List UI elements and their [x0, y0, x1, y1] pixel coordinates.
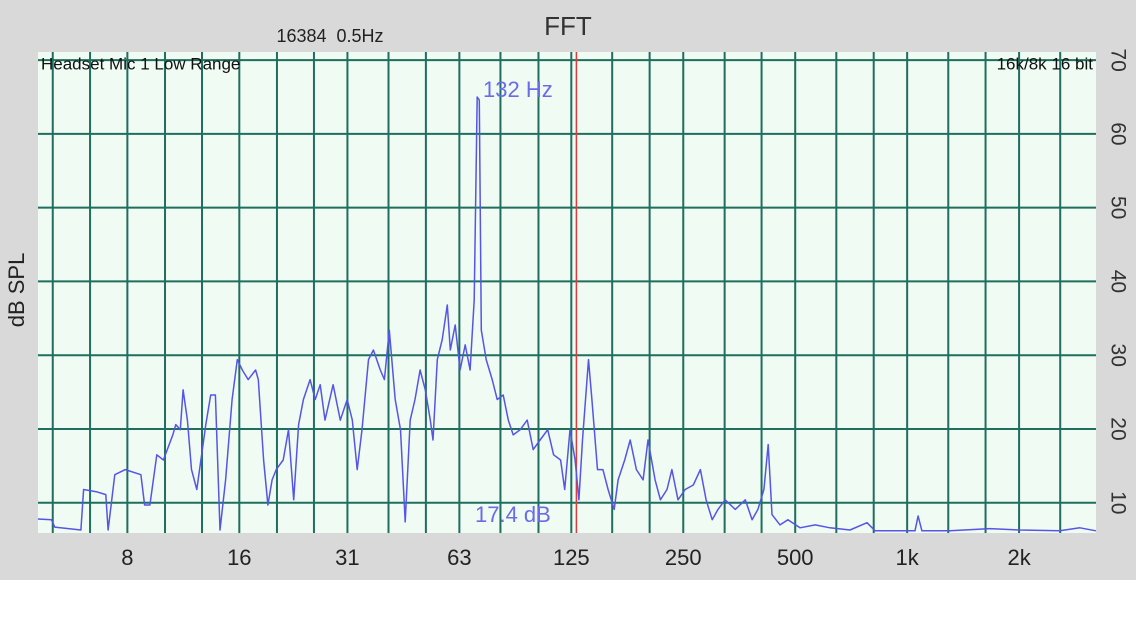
- peak-level-annotation: 17.4 dB: [475, 502, 551, 527]
- plot-background: [38, 52, 1096, 533]
- x-tick-label: 2k: [1007, 545, 1031, 570]
- x-tick-label: 16: [227, 545, 251, 570]
- y-tick-label: 60: [1106, 122, 1129, 145]
- input-label: Headset Mic 1 Low Range: [41, 54, 240, 73]
- x-tick-label: 8: [121, 545, 133, 570]
- format-label: 16k/8k 16 bit: [997, 54, 1094, 73]
- subtitle: 16384 0.5Hz: [276, 26, 383, 46]
- y-tick-label: 40: [1106, 270, 1129, 293]
- y-tick-label: 50: [1106, 196, 1129, 219]
- x-tick-label: 63: [447, 545, 471, 570]
- x-tick-label: 125: [553, 545, 590, 570]
- x-tick-label: 250: [665, 545, 702, 570]
- x-tick-label: 1k: [896, 545, 920, 570]
- y-tick-label: 30: [1106, 344, 1129, 367]
- spectrum-line: [37, 96, 1097, 532]
- y-tick-label: 10: [1106, 491, 1129, 514]
- y-axis-label: dB SPL: [4, 253, 29, 328]
- peak-frequency-annotation: 132 Hz: [483, 77, 553, 102]
- y-tick-label: 70: [1106, 48, 1129, 71]
- x-tick-label: 31: [335, 545, 359, 570]
- chart-title: FFT: [544, 11, 592, 41]
- x-tick-label: 500: [777, 545, 814, 570]
- y-tick-label: 20: [1106, 417, 1129, 440]
